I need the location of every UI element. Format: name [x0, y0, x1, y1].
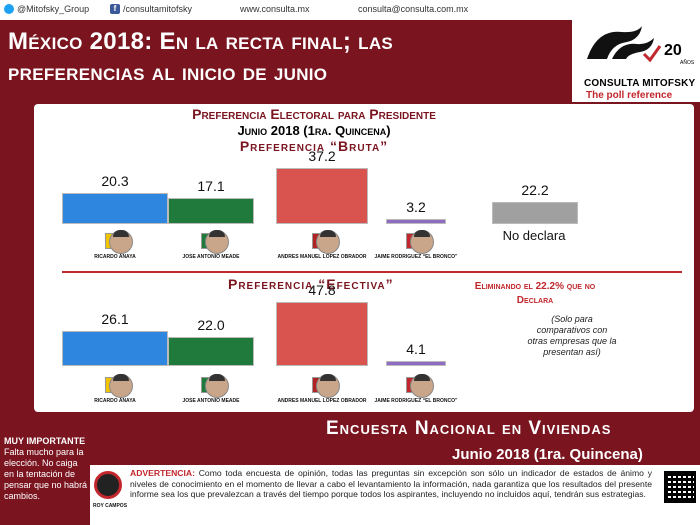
candidate-name: JAIME RODRIGUEZ “EL BRONCO” — [374, 398, 458, 404]
facebook-icon: f — [110, 4, 120, 14]
page-title: México 2018: En la recta final; las pref… — [8, 26, 568, 88]
note-eliminando: Eliminando el 22.2% que no Declara — [474, 281, 596, 306]
survey-title: Encuesta Nacional en Viviendas — [326, 418, 612, 439]
note-solo-para: (Solo para comparativos con otras empres… — [527, 314, 617, 357]
page-title-line2: preferencias al inicio de junio — [8, 59, 328, 86]
chart-title: Preferencia Electoral para Presidente — [192, 106, 436, 122]
candidate-photo-icon — [396, 230, 436, 254]
candidate-photo-icon — [302, 230, 342, 254]
face-icon — [109, 374, 133, 398]
bar-bruta-0 — [62, 193, 168, 224]
candidate-photo-icon — [95, 230, 135, 254]
value-label-efectiva-1: 22.0 — [197, 316, 225, 333]
survey-period: Junio 2018 (1ra. Quincena) — [452, 446, 643, 463]
logo-years-label: AÑOS — [680, 60, 695, 66]
website-text: www.consulta.mx — [240, 4, 310, 14]
candidate-name: RICARDO ANAYA — [94, 254, 136, 260]
candidate-name: JOSE ANTONIO MEADE — [182, 398, 240, 404]
value-label-bruta-2: 37.2 — [308, 148, 336, 164]
candidate-photo-icon — [396, 374, 436, 398]
email-link[interactable]: consulta@consulta.com.mx — [358, 4, 468, 14]
important-note: MUY IMPORTANTE Falta mucho para la elecc… — [4, 436, 88, 502]
section-bruta-title: Preferencia “Bruta” — [239, 138, 389, 154]
section-divider — [62, 271, 682, 273]
candidate-name: JAIME RODRIGUEZ “EL BRONCO” — [374, 254, 458, 260]
footer: ROY CAMPOS ADVERTENCIA: Como toda encues… — [90, 465, 700, 525]
bar-efectiva-0 — [62, 331, 168, 366]
face-icon — [205, 374, 229, 398]
bar-bruta-3 — [386, 219, 446, 224]
disclaimer-text: Como toda encuesta de opinión, todas las… — [130, 468, 652, 499]
disclaimer: ADVERTENCIA: Como toda encuesta de opini… — [130, 468, 652, 500]
value-label-bruta-3: 3.2 — [406, 199, 426, 216]
value-label-efectiva-0: 26.1 — [101, 311, 129, 328]
candidate-name: RICARDO ANAYA — [94, 398, 136, 404]
contact-bar: @Mitofsky_Group f /consultamitofsky www.… — [0, 0, 700, 20]
face-icon — [109, 230, 133, 254]
value-label-bruta-1: 17.1 — [197, 178, 225, 195]
candidate-photo-icon — [95, 374, 135, 398]
candidate-name: JOSE ANTONIO MEADE — [182, 254, 240, 260]
logo-art-icon — [587, 26, 662, 63]
logo-name: CONSULTA MITOFSKY — [584, 78, 696, 89]
important-text: Falta mucho para la elección. No caiga e… — [4, 447, 88, 501]
mitofsky-logo: 20 AÑOS CONSULTA MITOFSKY The poll refer… — [572, 20, 700, 102]
face-icon — [410, 374, 434, 398]
face-icon — [316, 230, 340, 254]
chart-panel: Preferencia Electoral para Presidente Ju… — [34, 104, 694, 412]
candidate-name: ANDRES MANUEL LOPEZ OBRADOR — [277, 254, 367, 260]
logo-tagline: The poll reference — [586, 90, 673, 101]
logo-years: 20 — [664, 42, 682, 59]
twitter-icon — [4, 4, 14, 14]
bar-bruta-2 — [276, 168, 368, 224]
bar-bruta-4 — [492, 202, 578, 224]
website-link[interactable]: www.consulta.mx — [240, 4, 310, 14]
bar-efectiva-1 — [168, 336, 254, 366]
page-title-line1: México 2018: En la recta final; las — [8, 28, 394, 55]
important-box — [0, 430, 90, 525]
candidate-name: ANDRES MANUEL LOPEZ OBRADOR — [277, 398, 367, 404]
facebook-handle[interactable]: f /consultamitofsky — [110, 4, 192, 14]
section-efectiva-title: Preferencia “Efectiva” — [228, 276, 394, 292]
email-text: consulta@consulta.com.mx — [358, 4, 469, 14]
twitter-text: @Mitofsky_Group — [17, 4, 90, 14]
bar-efectiva-3 — [386, 360, 446, 366]
value-label-efectiva-3: 4.1 — [406, 340, 426, 357]
candidate-photo-icon — [191, 230, 231, 254]
value-label-efectiva-2: 47.8 — [308, 282, 336, 298]
face-icon — [410, 230, 434, 254]
roy-campos-label: ROY CAMPOS — [92, 503, 128, 509]
twitter-handle[interactable]: @Mitofsky_Group — [4, 4, 89, 14]
face-icon — [205, 230, 229, 254]
candidate-photo-icon — [191, 374, 231, 398]
value-label-bruta-0: 20.3 — [101, 173, 129, 190]
facebook-text: /consultamitofsky — [123, 4, 193, 14]
value-label-bruta-4: 22.2 — [521, 182, 549, 198]
bar-efectiva-2 — [276, 302, 368, 366]
roy-campos-avatar — [94, 471, 122, 499]
qr-code-icon[interactable] — [664, 471, 696, 503]
candidate-photo-icon — [302, 374, 342, 398]
face-icon — [316, 374, 340, 398]
bar-bruta-1 — [168, 198, 254, 224]
disclaimer-label: ADVERTENCIA: — [130, 468, 195, 478]
important-label: MUY IMPORTANTE — [4, 436, 86, 446]
no-declara-label: No declara — [502, 228, 566, 243]
chart-subtitle: Junio 2018 (1ra. Quincena) — [237, 123, 391, 138]
